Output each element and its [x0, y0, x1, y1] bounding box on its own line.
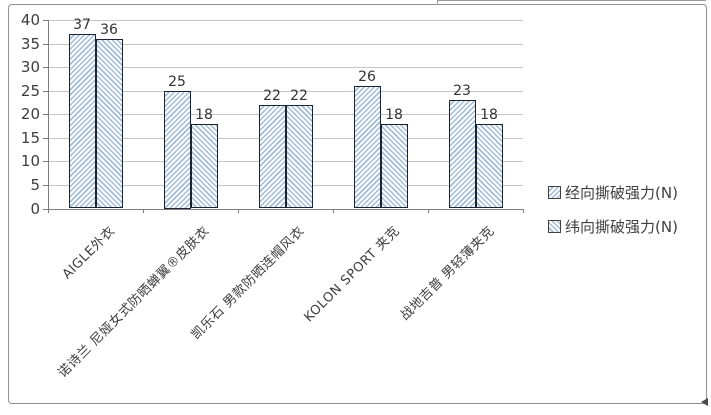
bar-series2-cat2: [190, 123, 218, 209]
corner-arrow-mark: [701, 398, 708, 406]
x-axis-tick: [238, 208, 239, 213]
y-axis-tick: [43, 20, 48, 21]
y-axis-tick-label: 5: [30, 175, 40, 194]
x-axis-tick: [333, 208, 334, 213]
y-axis-tick: [43, 161, 48, 163]
bar-series1-cat2: [163, 90, 191, 209]
x-axis-tick: [143, 208, 144, 213]
bar-series1-cat5: [448, 100, 476, 209]
bar-series1-cat1: [68, 34, 96, 209]
x-axis-line: [48, 208, 523, 210]
y-axis-tick: [43, 208, 48, 210]
legend-label: 纬向撕破强力(N): [565, 218, 678, 236]
y-axis-tick-label: 0: [30, 199, 40, 218]
top-edge-artifact-line: [437, 0, 706, 1]
bar-value-label: 23: [453, 83, 471, 100]
bar-series1-cat3: [258, 104, 286, 209]
bar-series2-cat3: [285, 104, 313, 209]
y-axis-tick: [43, 90, 48, 92]
y-axis-tick: [43, 43, 48, 45]
y-axis-tick-label: 10: [20, 152, 40, 171]
x-axis-tick: [428, 208, 429, 213]
top-edge-artifact-step: [437, 0, 438, 5]
x-axis-tick: [523, 208, 524, 213]
y-axis-tick: [43, 137, 48, 139]
gridline: [48, 67, 523, 69]
legend-swatch-icon: [548, 220, 561, 233]
y-axis-tick-label: 20: [20, 105, 40, 124]
gridline: [48, 90, 523, 92]
legend-swatch-icon: [548, 186, 561, 199]
y-axis-tick-label: 35: [20, 34, 40, 53]
y-axis-line: [48, 20, 49, 209]
bar-value-label: 18: [385, 106, 403, 123]
bar-value-label: 37: [73, 17, 91, 34]
bar-series2-cat5: [475, 123, 503, 209]
bar-value-label: 22: [290, 87, 308, 104]
legend-item: 纬向撕破强力(N): [548, 216, 678, 237]
y-axis-tick: [43, 114, 48, 116]
y-axis-tick-label: 30: [20, 58, 40, 77]
gridline: [48, 20, 523, 21]
bar-value-label: 26: [358, 68, 376, 85]
y-axis-tick: [43, 67, 48, 69]
bar-series2-cat1: [95, 38, 123, 209]
x-axis-tick: [48, 208, 49, 213]
y-axis-tick: [43, 184, 48, 186]
legend-item: 经向撕破强力(N): [548, 182, 678, 203]
bar-series1-cat4: [353, 85, 381, 209]
bar-value-label: 25: [168, 73, 186, 90]
gridline: [48, 43, 523, 45]
y-axis-tick-label: 40: [20, 11, 40, 29]
bar-value-label: 18: [195, 106, 213, 123]
bar-series2-cat4: [380, 123, 408, 209]
legend: 经向撕破强力(N) 纬向撕破强力(N): [548, 182, 678, 237]
bar-value-label: 22: [263, 87, 281, 104]
y-axis-tick-label: 25: [20, 81, 40, 100]
bar-value-label: 36: [100, 21, 118, 38]
bar-value-label: 18: [480, 106, 498, 123]
y-axis-tick-label: 15: [20, 128, 40, 147]
legend-label: 经向撕破强力(N): [565, 184, 678, 202]
